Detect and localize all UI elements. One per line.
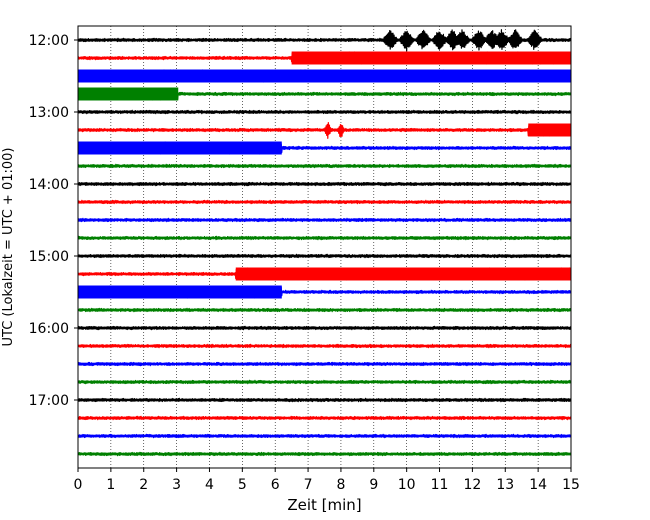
trace-line <box>78 361 571 367</box>
y-axis-ticks: 12:00 13:00 14:00 15:00 16:00 17:00 <box>29 33 78 409</box>
trace-line <box>78 217 571 223</box>
trace-1600 <box>78 325 571 331</box>
y-tick-label: 13:00 <box>29 105 69 121</box>
trace-line <box>78 29 571 52</box>
trace-line <box>78 451 571 457</box>
x-tick-label: 8 <box>336 477 345 493</box>
trace-line <box>78 307 571 313</box>
trace-1730 <box>78 433 571 439</box>
x-tick-label: 10 <box>398 477 416 493</box>
trace-1715 <box>78 415 571 421</box>
trace-1545 <box>78 307 571 313</box>
trace-line <box>78 343 571 349</box>
trace-1315 <box>78 122 571 139</box>
trace-line <box>78 199 571 205</box>
trace-1345 <box>78 163 571 169</box>
x-tick-label: 4 <box>205 477 214 493</box>
trace-1630 <box>78 361 571 367</box>
trace-1300 <box>78 109 571 115</box>
trace-1415 <box>78 199 571 205</box>
trace-1530 <box>78 285 571 299</box>
noise-band <box>78 285 282 299</box>
y-tick-label: 14:00 <box>29 177 69 193</box>
trace-1515 <box>78 267 571 281</box>
trace-1430 <box>78 217 571 223</box>
trace-1645 <box>78 379 571 385</box>
noise-band <box>235 267 571 281</box>
x-tick-label: 14 <box>529 477 547 493</box>
trace-line <box>78 253 571 259</box>
trace-1200 <box>78 29 571 52</box>
x-tick-label: 7 <box>304 477 313 493</box>
trace-line <box>78 397 571 403</box>
trace-1215 <box>78 51 571 65</box>
trace-line <box>78 109 571 115</box>
trace-1245 <box>78 87 571 101</box>
trace-1700 <box>78 397 571 403</box>
trace-line <box>78 325 571 331</box>
trace-1230 <box>78 69 571 83</box>
x-tick-label: 5 <box>238 477 247 493</box>
trace-1500 <box>78 253 571 259</box>
x-tick-label: 13 <box>496 477 514 493</box>
y-tick-label: 15:00 <box>29 249 69 265</box>
trace-line <box>78 122 571 139</box>
trace-line <box>78 163 571 169</box>
x-tick-label: 1 <box>106 477 115 493</box>
trace-line <box>78 379 571 385</box>
y-tick-label: 12:00 <box>29 33 69 49</box>
x-axis-label: Zeit [min] <box>287 496 361 514</box>
noise-band <box>78 87 179 101</box>
plot-frame <box>77 25 572 469</box>
trace-1615 <box>78 343 571 349</box>
noise-band <box>528 123 571 137</box>
x-tick-label: 12 <box>463 477 481 493</box>
noise-band <box>78 69 571 83</box>
noise-band <box>291 51 571 65</box>
trace-line <box>78 181 571 187</box>
trace-line <box>78 235 571 241</box>
trace-1400 <box>78 181 571 187</box>
trace-1330 <box>78 141 571 155</box>
seismic-traces <box>78 29 571 457</box>
x-tick-label: 11 <box>431 477 449 493</box>
trace-line <box>78 433 571 439</box>
x-tick-label: 6 <box>271 477 280 493</box>
y-axis-label: UTC (Lokalzeit = UTC + 01:00) <box>1 148 16 347</box>
x-axis-ticks: 0 1 2 3 4 5 6 7 8 9 10 11 12 13 14 15 <box>74 468 580 493</box>
y-tick-label: 16:00 <box>29 321 69 337</box>
trace-1445 <box>78 235 571 241</box>
trace-1745 <box>78 451 571 457</box>
x-tick-label: 0 <box>74 477 83 493</box>
x-tick-label: 2 <box>139 477 148 493</box>
x-tick-label: 3 <box>172 477 181 493</box>
x-tick-label: 15 <box>562 477 580 493</box>
noise-band <box>78 141 282 155</box>
y-tick-label: 17:00 <box>29 393 69 409</box>
trace-line <box>78 415 571 421</box>
x-tick-label: 9 <box>369 477 378 493</box>
